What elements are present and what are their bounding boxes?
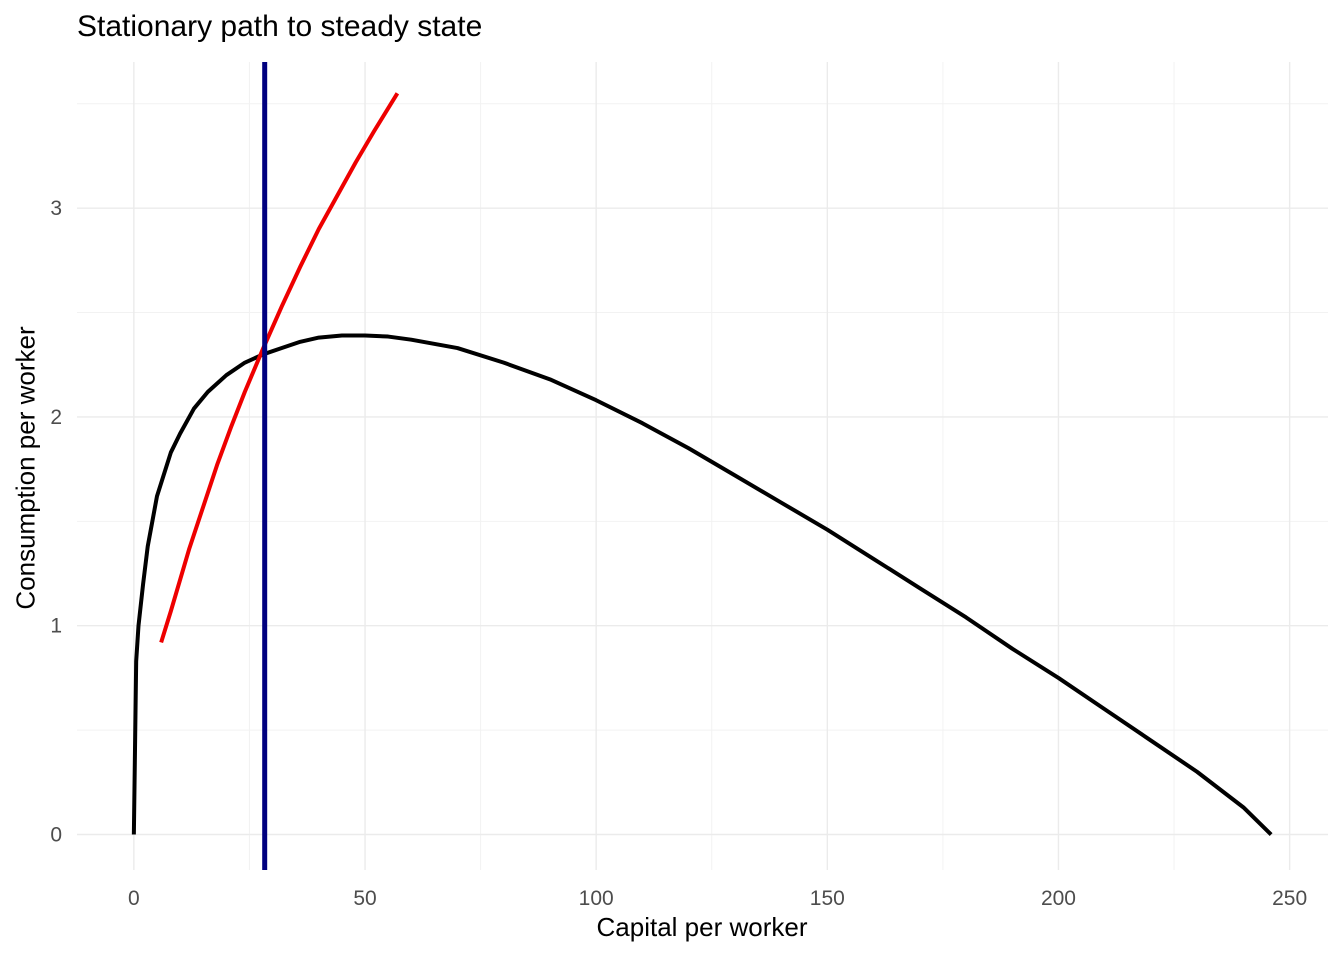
x-tick-label: 150 [810,887,845,910]
series-layer [131,92,1273,836]
major-gridlines [77,62,1328,870]
y-tick-label: 3 [50,197,62,220]
y-tick-label: 0 [50,824,62,847]
x-tick-label: 50 [353,887,376,910]
x-axis-label: Capital per worker [596,912,808,942]
y-tick-label: 1 [50,615,62,638]
series-line-1 [131,333,1273,836]
x-tick-label: 250 [1272,887,1307,910]
x-tick-label: 100 [579,887,614,910]
minor-gridlines [77,62,1328,870]
x-axis-ticks: 0 50 100 150 200 250 [128,887,1307,910]
y-axis-label: Consumption per worker [10,326,41,610]
y-tick-label: 2 [50,406,62,429]
x-tick-label: 200 [1041,887,1076,910]
series-line-2 [159,92,400,644]
x-tick-label: 0 [128,887,140,910]
chart-title: Stationary path to steady state [77,10,483,43]
y-axis-ticks: 0 1 2 3 [50,197,62,846]
